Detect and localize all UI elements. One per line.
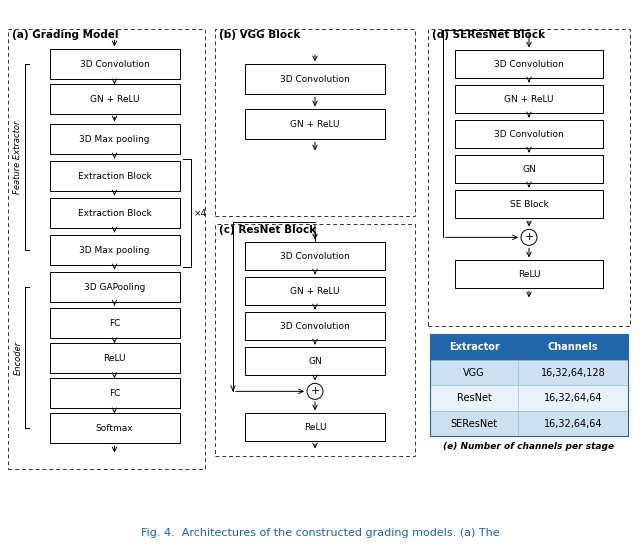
Bar (245, 347, 385, 375)
Text: Extractor: Extractor (449, 342, 499, 352)
Text: Extraction Block: Extraction Block (77, 172, 152, 181)
Text: GN + ReLU: GN + ReLU (90, 95, 140, 104)
Text: ReLU: ReLU (304, 423, 326, 432)
Text: +: + (524, 232, 534, 242)
Bar (430, 334, 628, 437)
Text: 3D Max pooling: 3D Max pooling (79, 246, 150, 255)
Text: 3D Convolution: 3D Convolution (79, 60, 149, 69)
Text: (d) SEResNet Block: (d) SEResNet Block (432, 30, 545, 40)
Text: Softmax: Softmax (96, 424, 133, 433)
Circle shape (521, 229, 537, 246)
Text: +: + (310, 386, 320, 397)
Bar (49, 414, 179, 444)
Text: GN + ReLU: GN + ReLU (291, 287, 340, 296)
Text: 3D Convolution: 3D Convolution (280, 322, 350, 331)
Bar (49, 344, 179, 374)
Bar (49, 235, 179, 265)
Text: VGG: VGG (463, 368, 485, 377)
Text: 3D Convolution: 3D Convolution (280, 75, 350, 84)
Bar (215, 224, 415, 456)
Bar (455, 260, 603, 288)
Text: 3D Convolution: 3D Convolution (494, 60, 564, 69)
Text: FC: FC (109, 319, 120, 328)
Text: GN: GN (522, 165, 536, 174)
Text: GN + ReLU: GN + ReLU (504, 95, 554, 104)
Bar (245, 65, 385, 94)
Bar (245, 414, 385, 441)
Bar (455, 85, 603, 113)
Bar (428, 30, 630, 327)
Bar (49, 272, 179, 302)
Bar (455, 155, 603, 183)
Bar (430, 411, 628, 437)
Bar (8, 30, 205, 469)
Text: Extraction Block: Extraction Block (77, 209, 152, 218)
Text: 16,32,64,64: 16,32,64,64 (544, 393, 602, 403)
Text: SEResNet: SEResNet (451, 418, 497, 429)
Text: 16,32,64,128: 16,32,64,128 (541, 368, 605, 377)
Circle shape (307, 383, 323, 399)
Bar (455, 120, 603, 148)
Bar (245, 109, 385, 139)
Bar (455, 190, 603, 218)
Text: 3D Convolution: 3D Convolution (280, 252, 350, 261)
Bar (49, 309, 179, 339)
Text: ReLU: ReLU (103, 354, 125, 363)
Bar (49, 124, 179, 154)
Text: ×4: ×4 (193, 209, 207, 218)
Text: GN + ReLU: GN + ReLU (291, 120, 340, 129)
Text: Encoder: Encoder (13, 341, 22, 375)
Text: Channels: Channels (548, 342, 598, 352)
Bar (49, 161, 179, 191)
Bar (49, 84, 179, 114)
Text: 16,32,64,64: 16,32,64,64 (544, 418, 602, 429)
Text: 3D GAPooling: 3D GAPooling (84, 283, 145, 292)
Bar (455, 50, 603, 78)
Bar (430, 334, 628, 360)
Bar (245, 242, 385, 270)
Text: FC: FC (109, 389, 120, 398)
Text: (b) VGG Block: (b) VGG Block (219, 30, 300, 40)
Bar (49, 199, 179, 228)
Text: Fig. 4.  Architectures of the constructed grading models. (a) The: Fig. 4. Architectures of the constructed… (141, 528, 499, 538)
Bar (245, 277, 385, 305)
Bar (215, 30, 415, 217)
Bar (430, 360, 628, 385)
Text: SE Block: SE Block (509, 200, 548, 209)
Text: (a) Grading Model: (a) Grading Model (12, 30, 118, 40)
Bar (430, 385, 628, 411)
Text: (e) Number of channels per stage: (e) Number of channels per stage (444, 443, 614, 451)
Text: 3D Max pooling: 3D Max pooling (79, 135, 150, 144)
Bar (245, 312, 385, 340)
Text: ReLU: ReLU (518, 270, 540, 279)
Text: GN: GN (308, 357, 322, 366)
Bar (49, 49, 179, 79)
Text: 3D Convolution: 3D Convolution (494, 130, 564, 139)
Bar (49, 379, 179, 409)
Text: (c) ResNet Block: (c) ResNet Block (219, 225, 316, 235)
Text: Feature Extractor: Feature Extractor (13, 120, 22, 194)
Text: ResNet: ResNet (456, 393, 492, 403)
